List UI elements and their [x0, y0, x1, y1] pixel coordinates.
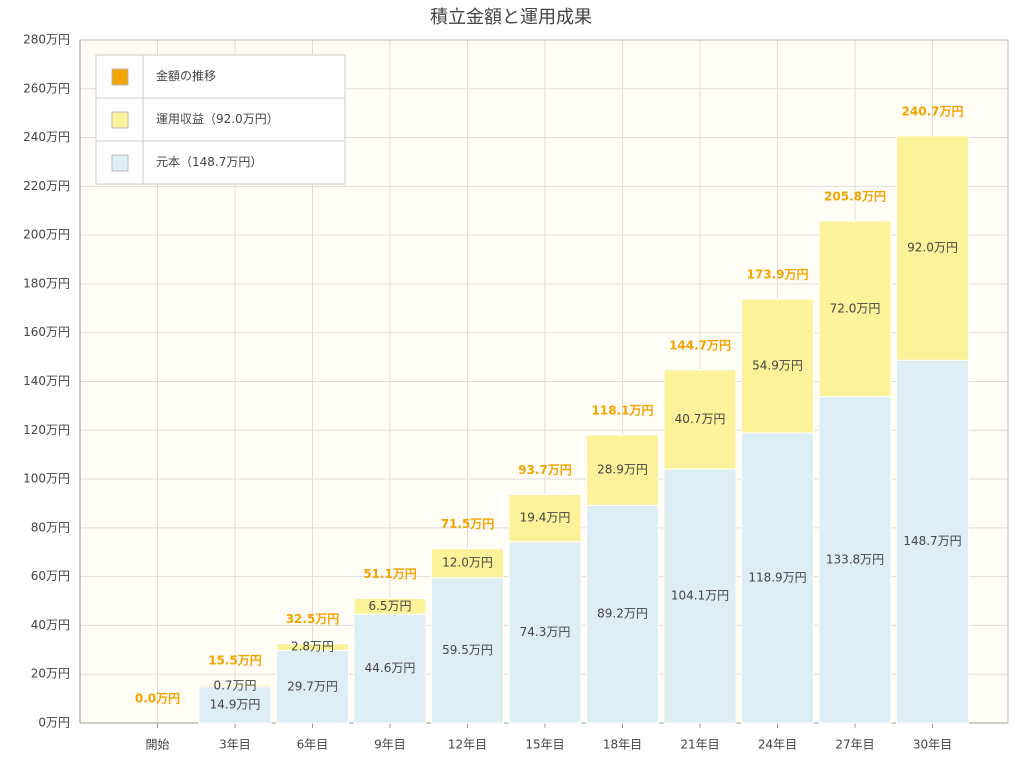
- x-tick-label: 3年目: [219, 738, 251, 752]
- total-label: 173.9万円: [747, 267, 809, 281]
- x-tick-label: 24年目: [758, 738, 797, 752]
- data-label: 133.8万円: [826, 552, 884, 566]
- data-label: 14.9万円: [210, 697, 261, 711]
- total-label: 51.1万円: [363, 567, 417, 581]
- legend-swatch: [111, 68, 129, 86]
- bar-segment: [818, 396, 892, 724]
- data-label: 89.2万円: [597, 607, 648, 621]
- bar-segment: [431, 548, 504, 579]
- data-label: 0.7万円: [213, 678, 256, 692]
- y-tick-label: 280万円: [23, 33, 70, 47]
- legend-label: 元本（148.7万円）: [156, 155, 262, 169]
- x-tick-label: 30年目: [913, 738, 952, 752]
- y-tick-label: 200万円: [23, 228, 70, 242]
- data-label: 54.9万円: [752, 359, 803, 373]
- x-tick-label: 15年目: [525, 738, 564, 752]
- bar-segment: [276, 643, 349, 652]
- legend-swatch: [111, 154, 129, 172]
- data-label: 92.0万円: [907, 241, 958, 255]
- y-tick-label: 180万円: [23, 276, 70, 290]
- y-tick-label: 260万円: [23, 81, 70, 95]
- x-tick-label: 18年目: [603, 738, 642, 752]
- y-tick-label: 0万円: [38, 716, 70, 730]
- y-tick-label: 40万円: [31, 618, 70, 632]
- data-label: 44.6万円: [365, 661, 416, 675]
- bar-segment: [586, 434, 659, 506]
- bar-segment: [663, 369, 737, 470]
- bar-segment: [276, 650, 349, 724]
- bar-segment: [896, 359, 969, 724]
- bar-segment: [508, 493, 582, 543]
- data-label: 2.8万円: [291, 640, 334, 654]
- data-label: 74.3万円: [520, 625, 571, 639]
- total-label: 93.7万円: [518, 463, 572, 477]
- x-tick-label: 開始: [145, 738, 169, 752]
- x-tick-label: 12年目: [448, 738, 487, 752]
- data-label: 19.4万円: [520, 511, 571, 525]
- y-tick-label: 120万円: [23, 423, 70, 437]
- bar-segment: [431, 577, 504, 724]
- total-label: 205.8万円: [824, 189, 886, 203]
- x-tick-label: 9年目: [374, 738, 406, 752]
- bar-segment: [508, 541, 582, 724]
- bar-segment: [198, 686, 272, 724]
- data-label: 12.0万円: [442, 556, 493, 570]
- total-label: 144.7万円: [669, 339, 731, 353]
- legend-label: 運用収益（92.0万円）: [156, 112, 279, 126]
- bar-segment: [353, 597, 427, 615]
- data-label: 28.9万円: [597, 463, 648, 477]
- data-label: 6.5万円: [368, 599, 411, 613]
- bar-segment: [818, 220, 892, 398]
- y-tick-label: 60万円: [31, 569, 70, 583]
- total-label: 71.5万円: [441, 517, 495, 531]
- data-label: 29.7万円: [287, 679, 338, 693]
- total-label: 15.5万円: [208, 654, 262, 668]
- chart-title: 積立金額と運用成果: [430, 7, 592, 28]
- data-label: 104.1万円: [671, 589, 729, 603]
- y-tick-label: 220万円: [23, 179, 70, 193]
- x-tick-label: 21年目: [680, 738, 719, 752]
- bar-segment: [896, 135, 969, 361]
- legend-swatch: [111, 111, 129, 129]
- bar-segment: [741, 298, 814, 434]
- total-label: 32.5万円: [286, 612, 340, 626]
- y-tick-label: 160万円: [23, 325, 70, 339]
- y-tick-label: 20万円: [31, 667, 70, 681]
- y-tick-label: 240万円: [23, 130, 70, 144]
- data-label: 118.9万円: [748, 570, 806, 584]
- data-label: 59.5万円: [442, 643, 493, 657]
- legend-label: 金額の推移: [156, 68, 216, 83]
- x-tick-label: 27年目: [835, 738, 874, 752]
- total-label: 118.1万円: [592, 403, 654, 417]
- y-tick-label: 140万円: [23, 374, 70, 388]
- y-tick-label: 80万円: [31, 520, 70, 534]
- bar-segment: [353, 613, 427, 724]
- bar-segment: [663, 468, 737, 724]
- legend-box: [95, 54, 346, 185]
- total-label: 0.0万円: [135, 692, 180, 706]
- y-tick-label: 100万円: [23, 472, 70, 486]
- total-label: 240.7万円: [902, 104, 964, 118]
- x-tick-label: 6年目: [297, 738, 329, 752]
- data-label: 148.7万円: [903, 534, 961, 548]
- bar-segment: [198, 684, 272, 688]
- bar-segment: [586, 504, 659, 724]
- data-label: 40.7万円: [675, 412, 726, 426]
- bar-segment: [741, 432, 814, 724]
- data-label: 72.0万円: [830, 301, 881, 315]
